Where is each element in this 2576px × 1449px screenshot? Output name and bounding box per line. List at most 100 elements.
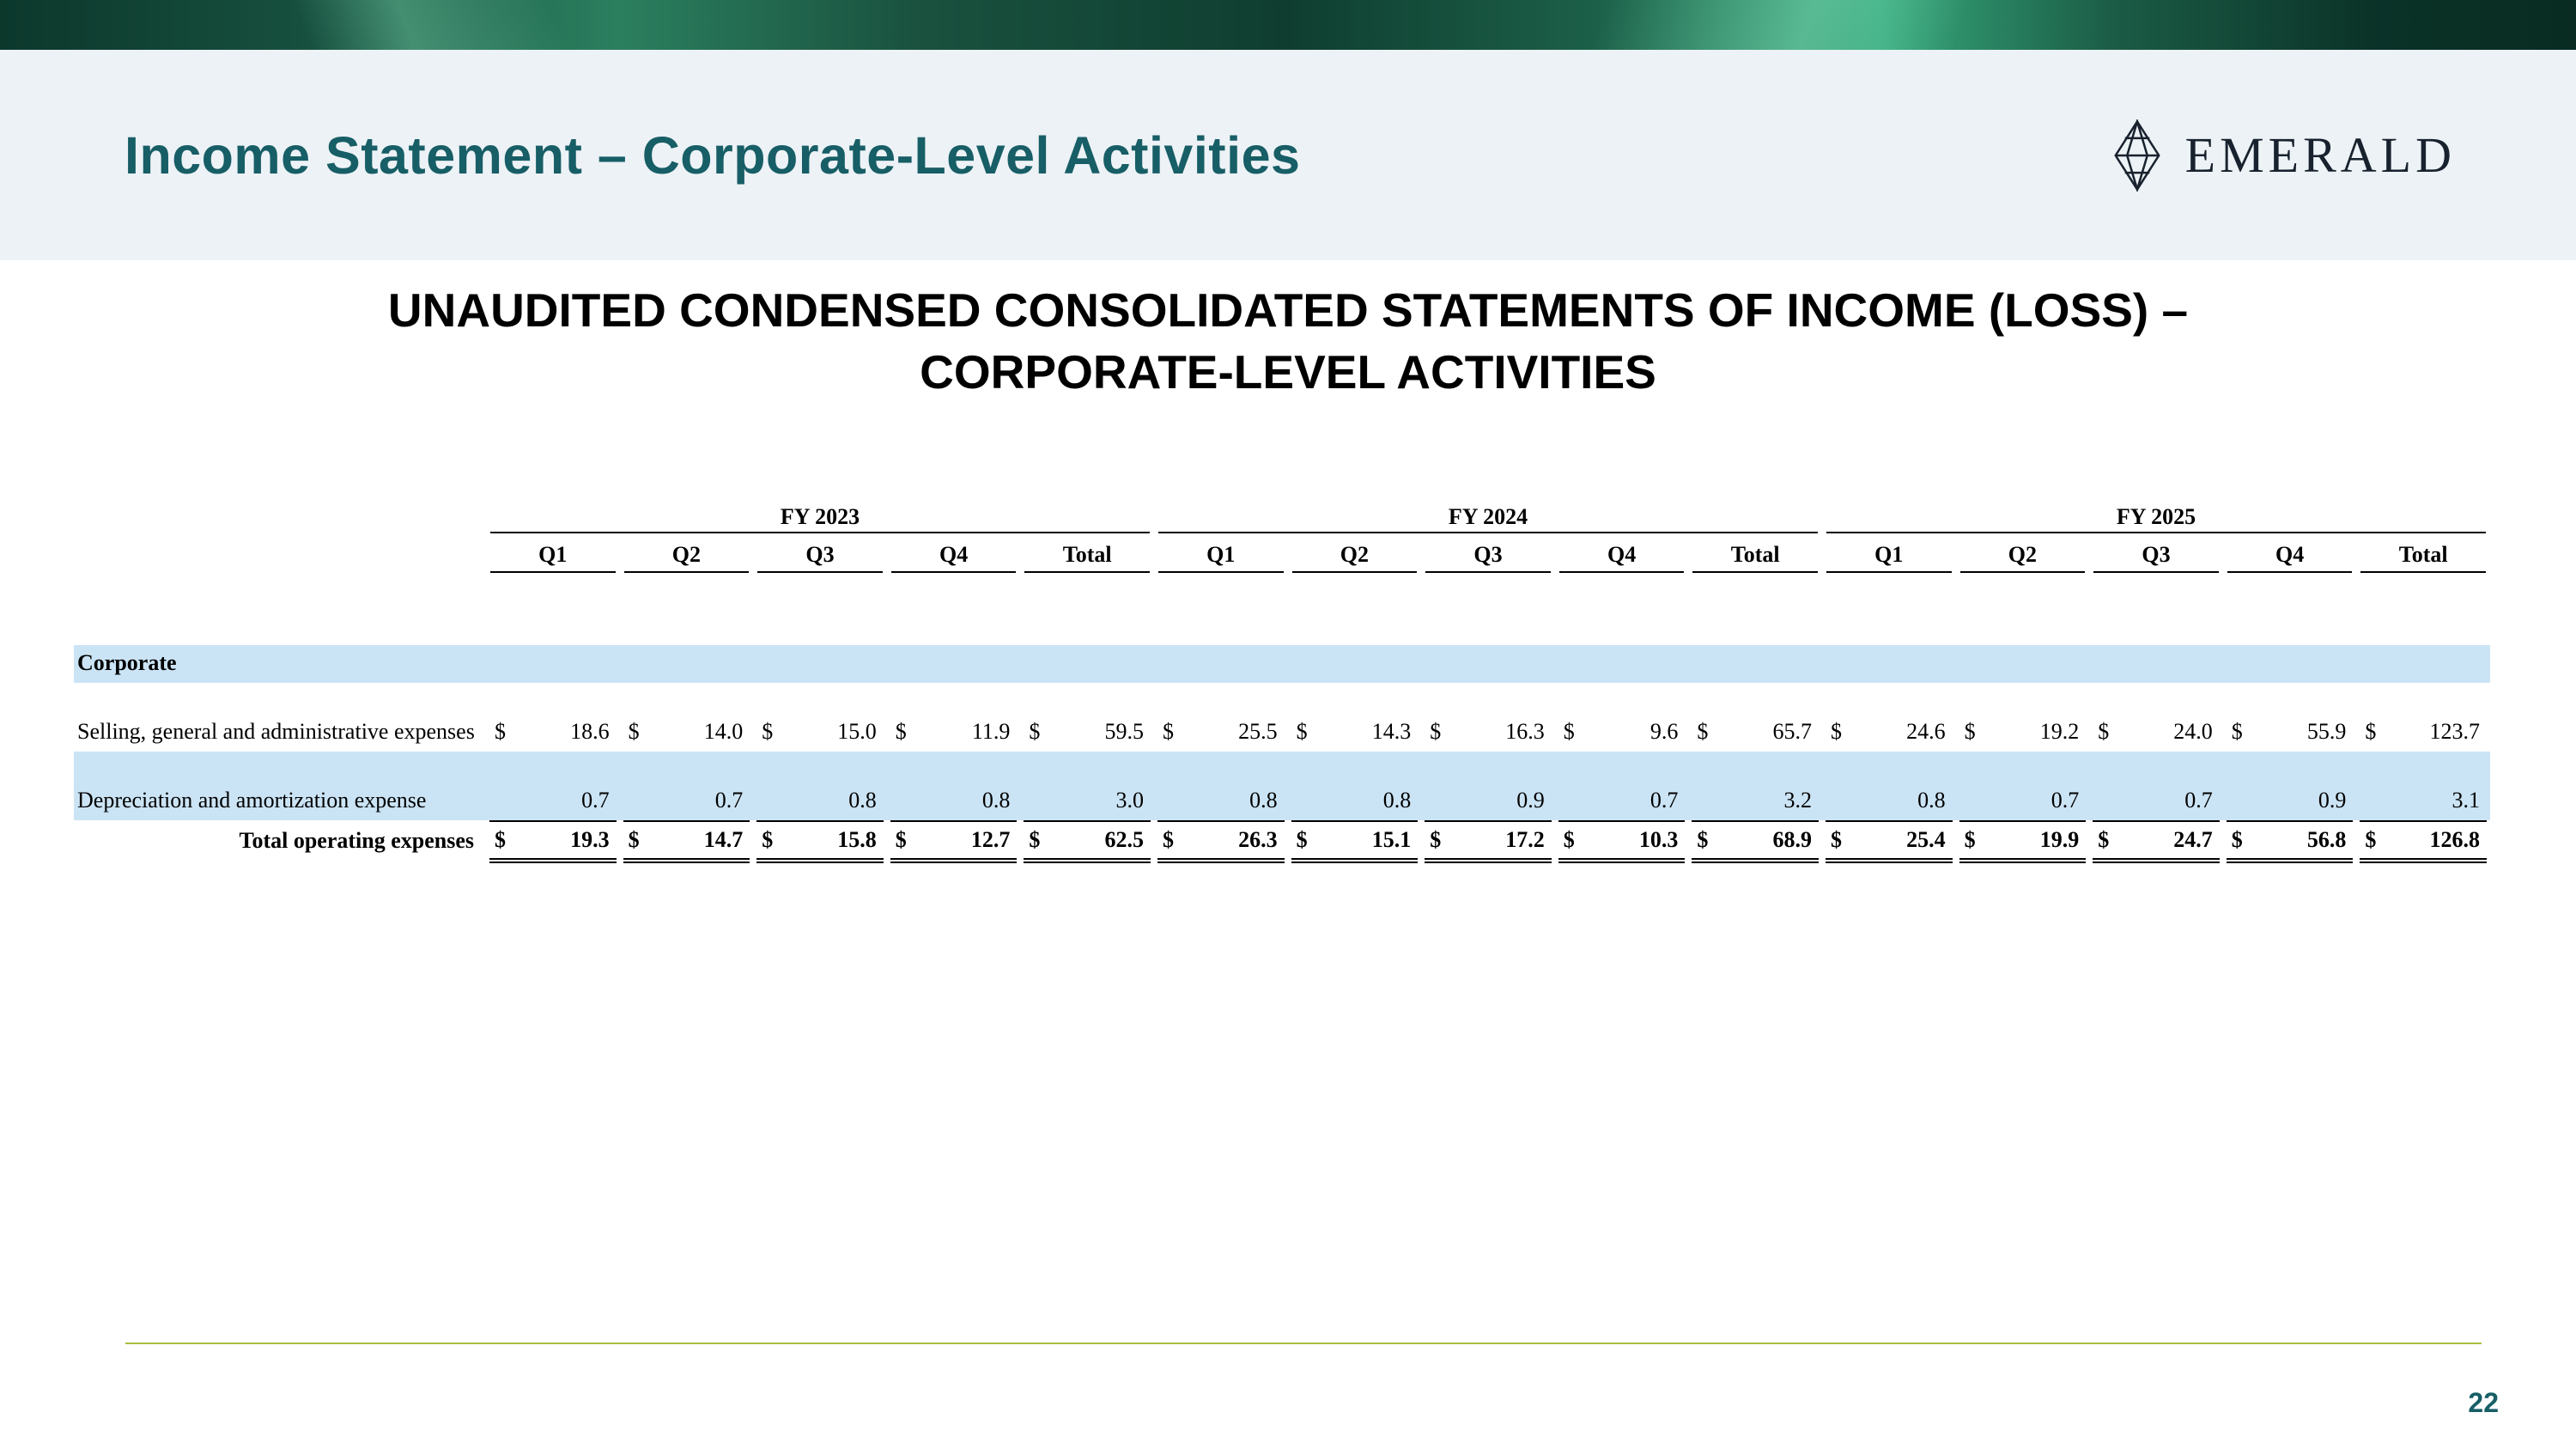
quarter-header: Q3 bbox=[2093, 542, 2219, 573]
value: 19.2 bbox=[2039, 719, 2080, 744]
dollar-sign: $ bbox=[1563, 719, 1575, 744]
income-statement-table: FY 2023 FY 2024 FY 2025 Q1 Q2 Q3 Q4 Total Q1 Q2 Q3… bbox=[74, 499, 2490, 863]
value-cell: $126.8 bbox=[2360, 820, 2487, 863]
value-cell: $14.3 bbox=[1288, 719, 1422, 752]
value-cell: $24.7 bbox=[2093, 820, 2220, 863]
value-cell: 3.2 bbox=[1688, 788, 1822, 820]
row-label: Depreciation and amortization expense bbox=[77, 788, 427, 813]
quarter-header: Total bbox=[1024, 542, 1150, 573]
value: 55.9 bbox=[2306, 719, 2347, 744]
value-cell: $19.9 bbox=[1959, 820, 2087, 863]
dollar-sign: $ bbox=[628, 827, 640, 852]
value-cell: $9.6 bbox=[1555, 719, 1689, 752]
dollar-sign: $ bbox=[2365, 827, 2377, 852]
value: 25.5 bbox=[1238, 719, 1278, 744]
quarter-header: Q2 bbox=[623, 542, 750, 573]
total-row: Total operating expenses $19.3 $14.7 $15.8 $… bbox=[74, 820, 2490, 863]
dollar-sign: $ bbox=[495, 719, 506, 744]
value-cell: $18.6 bbox=[486, 719, 620, 752]
value-cell: $14.0 bbox=[620, 719, 754, 752]
value-cell: $68.9 bbox=[1692, 820, 1819, 863]
dollar-sign: $ bbox=[1563, 827, 1575, 852]
statement-heading: UNAUDITED CONDENSED CONSOLIDATED STATEME… bbox=[0, 279, 2576, 403]
quarter-header: Q3 bbox=[757, 542, 883, 573]
value: 65.7 bbox=[1772, 719, 1813, 744]
dollar-sign: $ bbox=[1697, 827, 1709, 852]
empty-cell bbox=[2356, 661, 2490, 667]
empty-cell bbox=[1020, 661, 1154, 667]
value: 123.7 bbox=[2429, 719, 2481, 744]
empty-cell bbox=[1822, 661, 1956, 667]
value-cell: 0.8 bbox=[1822, 788, 1956, 820]
value-cell: 0.7 bbox=[620, 788, 754, 820]
value: 62.5 bbox=[1104, 827, 1145, 852]
empty-cell bbox=[1288, 661, 1422, 667]
value-cell: 0.7 bbox=[1956, 788, 2090, 820]
dollar-sign: $ bbox=[2098, 719, 2110, 744]
value-cell: 0.7 bbox=[2089, 788, 2223, 820]
value: 25.4 bbox=[1906, 827, 1946, 852]
quarter-header: Total bbox=[2360, 542, 2486, 573]
value: 14.3 bbox=[1371, 719, 1412, 744]
value-cell: $11.9 bbox=[887, 719, 1021, 752]
value: 16.3 bbox=[1505, 719, 1545, 744]
value: 15.1 bbox=[1371, 827, 1412, 852]
value: 14.0 bbox=[703, 719, 744, 744]
dollar-sign: $ bbox=[1697, 719, 1709, 744]
value-cell: $59.5 bbox=[1020, 719, 1154, 752]
value-cell: $15.8 bbox=[756, 820, 884, 863]
empty-cell bbox=[486, 661, 620, 667]
footer-divider bbox=[125, 1342, 2482, 1344]
slide-header: Income Statement – Corporate-Level Activ… bbox=[0, 50, 2576, 260]
dollar-sign: $ bbox=[1029, 827, 1041, 852]
value-cell: $56.8 bbox=[2226, 820, 2354, 863]
quarter-header: Q3 bbox=[1425, 542, 1551, 573]
value: 0.7 bbox=[2050, 788, 2080, 813]
quarter-header: Q4 bbox=[890, 542, 1017, 573]
value-cell: 3.0 bbox=[1020, 788, 1154, 820]
value: 0.7 bbox=[1649, 788, 1679, 813]
value-cell: $123.7 bbox=[2356, 719, 2490, 752]
empty-cell bbox=[2223, 661, 2357, 667]
value: 15.8 bbox=[837, 827, 877, 852]
gem-icon bbox=[2113, 119, 2160, 192]
empty-cell bbox=[753, 661, 887, 667]
dollar-sign: $ bbox=[2365, 719, 2377, 744]
table-row: Depreciation and amortization expense 0.7… bbox=[74, 752, 2490, 820]
value: 19.3 bbox=[570, 827, 610, 852]
value-cell: $17.2 bbox=[1425, 820, 1552, 863]
dollar-sign: $ bbox=[2231, 719, 2243, 744]
quarter-header: Total bbox=[1692, 542, 1818, 573]
value-cell: $62.5 bbox=[1024, 820, 1151, 863]
value: 9.6 bbox=[1649, 719, 1679, 744]
value: 3.1 bbox=[2451, 788, 2481, 813]
value-cell: 0.9 bbox=[1421, 788, 1555, 820]
dollar-sign: $ bbox=[1964, 827, 1976, 852]
value: 18.6 bbox=[570, 719, 610, 744]
quarter-header: Q2 bbox=[1291, 542, 1418, 573]
value: 3.2 bbox=[1783, 788, 1813, 813]
fiscal-year-header-row: FY 2023 FY 2024 FY 2025 bbox=[74, 499, 2490, 533]
value: 0.9 bbox=[1516, 788, 1545, 813]
statement-heading-line2: CORPORATE-LEVEL ACTIVITIES bbox=[920, 345, 1656, 399]
empty-cell bbox=[620, 661, 754, 667]
value-cell: $24.0 bbox=[2089, 719, 2223, 752]
value: 0.8 bbox=[1382, 788, 1412, 813]
slide-title: Income Statement – Corporate-Level Activ… bbox=[125, 125, 1301, 185]
value-cell: $15.0 bbox=[753, 719, 887, 752]
quarter-header: Q2 bbox=[1959, 542, 2086, 573]
section-label: Corporate bbox=[77, 650, 177, 675]
value-cell: 0.7 bbox=[486, 788, 620, 820]
top-gradient-bar bbox=[0, 0, 2576, 50]
value: 0.8 bbox=[1917, 788, 1946, 813]
value: 19.9 bbox=[2039, 827, 2080, 852]
value: 56.8 bbox=[2306, 827, 2347, 852]
value: 14.7 bbox=[703, 827, 744, 852]
logo-wordmark: EMERALD bbox=[2184, 127, 2456, 183]
value-cell: $12.7 bbox=[890, 820, 1018, 863]
value-cell: $24.6 bbox=[1822, 719, 1956, 752]
emerald-logo: EMERALD bbox=[2101, 119, 2456, 192]
dollar-sign: $ bbox=[495, 827, 506, 852]
dollar-sign: $ bbox=[1296, 719, 1308, 744]
